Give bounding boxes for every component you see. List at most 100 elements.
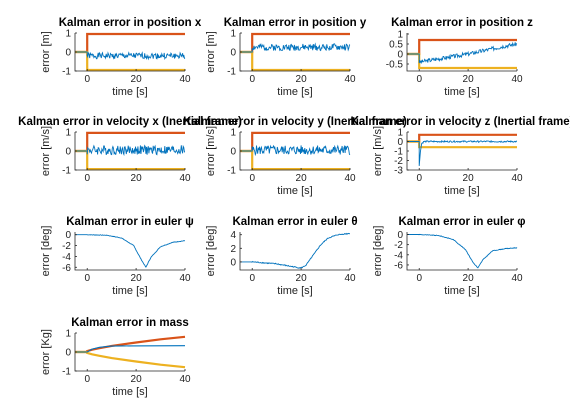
x-tick-label: 20 [463,74,475,85]
chart-title: Kalman error in velocity z (Inertial fra… [350,116,570,128]
upper-bound-line [407,133,517,143]
lower-bound-line [240,149,350,171]
x-tick-label: 0 [416,173,422,184]
y-tick-label: 2 [230,244,236,255]
x-tick-label: 20 [131,374,143,385]
x-axis-label: time [s] [112,86,147,98]
error-series-line [75,144,186,157]
chart-title: Kalman error in euler φ [398,216,525,228]
y-tick-label: -2 [62,241,71,252]
y-tick-label: 1 [230,29,236,40]
y-axis-label: error [m/s] [40,126,52,176]
x-tick-label: 40 [511,74,523,85]
y-tick-label: -2 [394,156,403,167]
upper-bound-line [75,32,185,54]
error-series-line [75,345,186,353]
error-series-line [407,233,518,269]
y-tick-label: -1 [62,367,71,378]
y-tick-label: 0 [397,137,403,148]
x-axis-label: time [s] [444,185,479,197]
x-tick-label: 0 [249,74,255,85]
y-tick-label: 0 [65,348,71,359]
x-tick-label: 40 [344,74,356,85]
lower-bound-line [240,50,350,72]
y-tick-label: 0 [397,50,403,61]
y-tick-label: -4 [62,252,71,263]
y-tick-label: 1 [397,128,403,139]
y-axis-label: error [deg] [372,226,384,277]
x-axis-label: time [s] [444,86,479,98]
error-series-line [75,51,186,61]
y-tick-label: 0 [65,48,71,59]
y-axis-label: error [m/s] [205,126,217,176]
x-tick-label: 20 [131,74,143,85]
y-tick-label: 0 [230,147,236,158]
y-tick-label: 1 [230,128,236,139]
y-tick-label: -6 [62,263,71,274]
y-tick-label: 4 [230,230,236,241]
x-axis-label: time [s] [444,285,479,297]
x-tick-label: 0 [416,74,422,85]
chart-title: Kalman error in position x [59,17,202,29]
error-series-line [240,144,351,157]
chart-title: Kalman error in euler ψ [66,216,194,228]
y-tick-label: -3 [394,166,403,177]
chart-title: Kalman error in euler θ [232,216,357,228]
upper-bound-line [407,38,517,56]
y-tick-label: 0 [65,230,71,241]
x-tick-label: 40 [344,173,356,184]
y-axis-label: error [deg] [205,226,217,277]
axes-frame [406,33,517,72]
x-tick-label: 0 [84,74,90,85]
y-tick-label: 0 [397,230,403,241]
x-tick-label: 0 [84,273,90,284]
y-tick-label: -6 [394,260,403,271]
x-axis-label: time [s] [277,285,312,297]
axes-frame [406,232,517,271]
x-axis-label: time [s] [112,285,147,297]
x-tick-label: 40 [344,273,356,284]
chart-title: Kalman error in velocity y (Inertial fra… [183,116,407,128]
x-axis-label: time [s] [277,86,312,98]
x-tick-label: 20 [463,273,475,284]
y-tick-label: 1 [397,30,403,41]
y-tick-label: 0.5 [389,40,403,51]
y-axis-label: error [m/s] [372,126,384,176]
y-tick-label: -1 [227,67,236,78]
y-axis-label: error [m] [40,31,52,73]
chart-title: Kalman error in position z [391,17,533,29]
y-tick-label: 1 [65,329,71,340]
x-tick-label: 40 [179,74,191,85]
y-tick-label: -4 [394,250,403,261]
y-tick-label: 1 [65,128,71,139]
y-tick-label: -1 [394,147,403,158]
x-tick-label: 20 [296,74,308,85]
error-series-line [75,234,186,268]
y-tick-label: -1 [62,67,71,78]
error-series-line [407,139,518,166]
chart-title: Kalman error in mass [71,317,189,329]
error-series-line [240,232,351,269]
x-tick-label: 0 [249,173,255,184]
x-tick-label: 0 [416,273,422,284]
y-axis-label: error [deg] [40,226,52,277]
x-tick-label: 20 [131,273,143,284]
x-tick-label: 20 [296,173,308,184]
x-tick-label: 20 [296,273,308,284]
y-tick-label: 0 [230,257,236,268]
x-tick-label: 20 [131,173,143,184]
y-tick-label: -2 [394,240,403,251]
error-series-line [240,42,351,53]
x-tick-label: 40 [179,273,191,284]
axes-frame [239,33,350,72]
y-tick-label: -1 [227,166,236,177]
y-tick-label: -0.5 [386,60,404,71]
